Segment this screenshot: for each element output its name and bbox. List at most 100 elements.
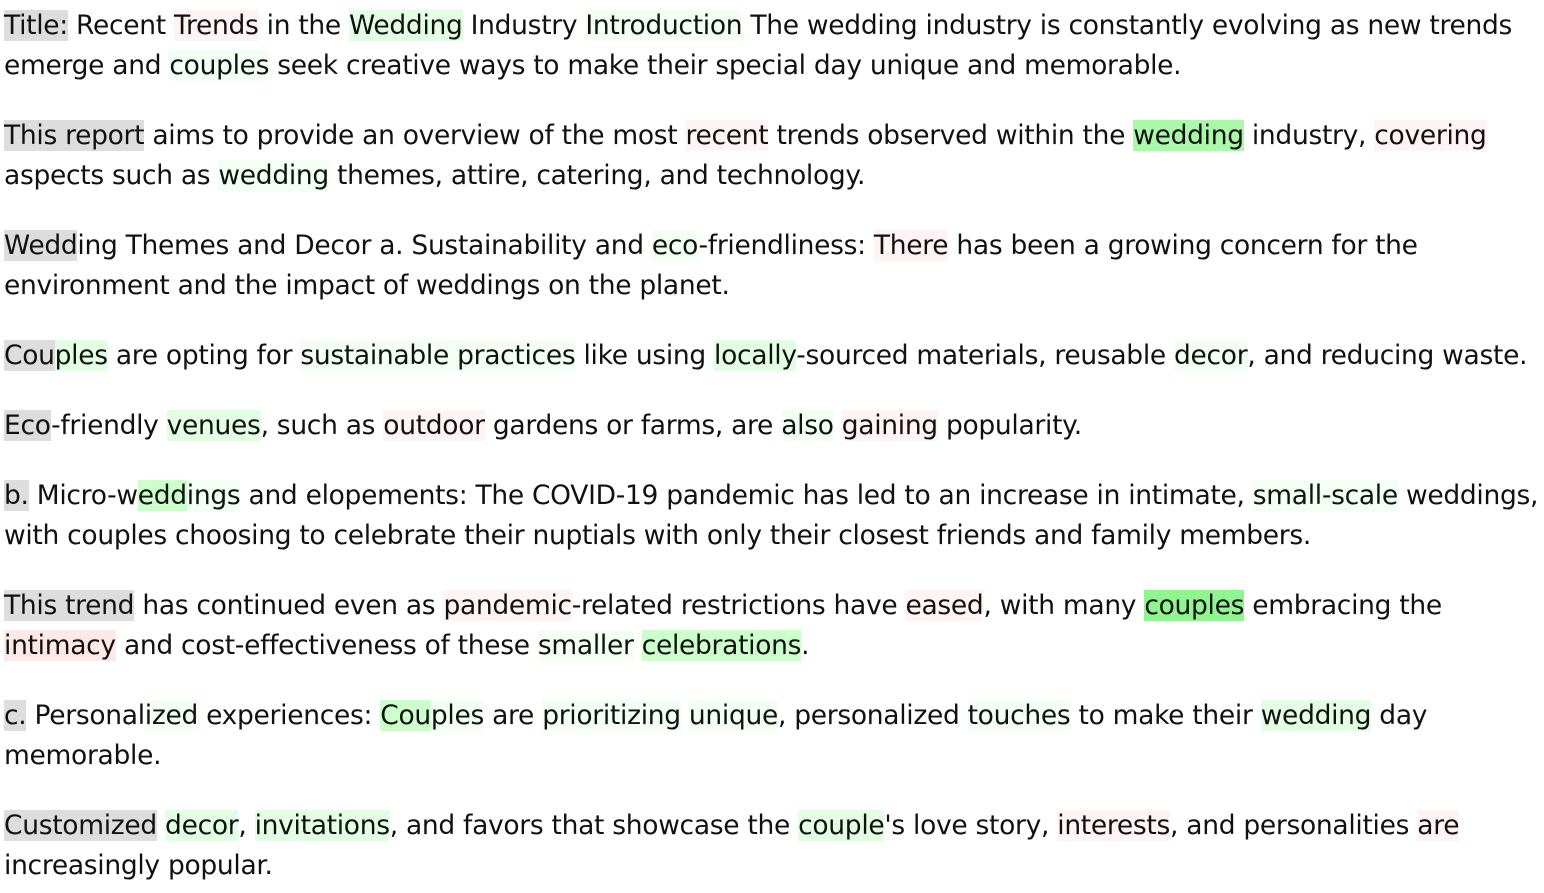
text-span: -sourced materials, reusable xyxy=(796,340,1175,371)
highlighted-token: Cou xyxy=(380,700,431,731)
text-span: popularity. xyxy=(937,410,1082,441)
text-span: . xyxy=(801,630,810,661)
highlighted-token: wedding xyxy=(218,160,329,191)
text-span: like using xyxy=(575,340,715,371)
highlighted-token: unique xyxy=(688,700,778,731)
highlighted-token: Trends xyxy=(173,10,259,41)
highlighted-token: are xyxy=(1417,810,1460,841)
paragraph: This report aims to provide an overview … xyxy=(4,116,1540,196)
highlighted-token: decor xyxy=(165,810,239,841)
text-span xyxy=(834,410,842,441)
paragraph: c. Personalized experiences: Couples are… xyxy=(4,696,1540,776)
text-span: increasingly popular. xyxy=(4,850,273,881)
text-span: day memorable. xyxy=(4,700,1428,771)
text-span: -friendly xyxy=(51,410,167,441)
text-span: themes, attire, catering, and technology… xyxy=(328,160,866,191)
text-span: Recent xyxy=(67,10,174,41)
text-span: ing Themes and Decor a. Sustainability a… xyxy=(77,230,652,261)
text-span: to make their xyxy=(1070,700,1261,731)
highlighted-token: Introduction xyxy=(585,10,743,41)
highlighted-token: couples xyxy=(169,50,270,81)
highlighted-token: covering xyxy=(1374,120,1487,151)
paragraph: b. Micro-weddings and elopements: The CO… xyxy=(4,476,1540,556)
text-span: , and reducing waste. xyxy=(1247,340,1528,371)
highlighted-token: small-scale xyxy=(1252,480,1398,511)
highlighted-token: touches xyxy=(967,700,1071,731)
text-span: has been a growing concern for the envir… xyxy=(4,230,1418,301)
paragraph: Title: Recent Trends in the Wedding Indu… xyxy=(4,6,1540,86)
highlighted-token: Cou xyxy=(4,340,55,371)
highlighted-token: wedding xyxy=(1133,120,1244,151)
text-span: industry, xyxy=(1243,120,1375,151)
text-span: , and personalities xyxy=(1170,810,1418,841)
highlighted-token: venues xyxy=(166,410,261,441)
paragraph: Couples are opting for sustainable pract… xyxy=(4,336,1540,376)
text-span: aspects such as xyxy=(4,160,219,191)
highlighted-token: celebrations xyxy=(641,630,802,661)
highlighted-token: c. xyxy=(4,700,27,731)
text-span: -related restrictions have xyxy=(571,590,906,621)
text-span: embracing the xyxy=(1244,590,1442,621)
paragraph: Wedding Themes and Decor a. Sustainabili… xyxy=(4,226,1540,306)
highlighted-token: Customized xyxy=(4,810,157,841)
text-span: , and favors that showcase the xyxy=(389,810,799,841)
text-span: trends observed within the xyxy=(768,120,1134,151)
highlighted-token: prioritizing xyxy=(542,700,681,731)
highlighted-token: outdoor xyxy=(383,410,485,441)
text-span xyxy=(157,810,165,841)
highlighted-token: Wedding xyxy=(349,10,463,41)
text-span: weddings, with couples choosing to celeb… xyxy=(4,480,1539,551)
text-span: are xyxy=(483,700,543,731)
highlighted-token: recent xyxy=(685,120,769,151)
highlighted-token: ized xyxy=(144,700,198,731)
highlighted-token: couple xyxy=(798,810,885,841)
highlighted-token: eco xyxy=(651,230,699,261)
text-span xyxy=(681,700,689,731)
text-span: has continued even as xyxy=(134,590,444,621)
highlighted-token: smaller xyxy=(537,630,634,661)
highlighted-token: locally xyxy=(714,340,797,371)
highlighted-token: pandemic xyxy=(443,590,572,621)
paragraph: Eco-friendly venues, such as outdoor gar… xyxy=(4,406,1540,446)
text-span xyxy=(634,630,642,661)
highlighted-token: Title: xyxy=(4,10,68,41)
text-span: , with many xyxy=(983,590,1145,621)
text-span: seek creative ways to make their special… xyxy=(269,50,1182,81)
text-span: Micro-w xyxy=(28,480,138,511)
highlighted-token: gaining xyxy=(841,410,938,441)
highlighted-token: ples xyxy=(54,340,108,371)
text-span: are opting for xyxy=(107,340,301,371)
text-span: gardens or farms, are xyxy=(484,410,782,441)
highlighted-token: Eco xyxy=(4,410,52,441)
text-span: , such as xyxy=(260,410,384,441)
highlighted-token: intimacy xyxy=(4,630,116,661)
highlighted-token: couples xyxy=(1144,590,1245,621)
text-span: 's love story, xyxy=(884,810,1058,841)
text-span: , xyxy=(238,810,255,841)
text-span: in the xyxy=(258,10,350,41)
text-span: The wedding industry is constantly evolv… xyxy=(4,10,1513,81)
highlighted-token: This report xyxy=(4,120,145,151)
highlighted-token: b. xyxy=(4,480,29,511)
highlighted-token: wedding xyxy=(1260,700,1372,731)
paragraph: Customized decor, invitations, and favor… xyxy=(4,806,1540,886)
text-span: aims to provide an overview of the most xyxy=(144,120,686,151)
text-span: and elopements: The COVID-19 pandemic ha… xyxy=(240,480,1253,511)
highlighted-token: decor xyxy=(1174,340,1248,371)
paragraph: This trend has continued even as pandemi… xyxy=(4,586,1540,666)
text-span: experiences: xyxy=(197,700,381,731)
highlighted-token: eased xyxy=(905,590,984,621)
highlighted-token: This trend xyxy=(4,590,135,621)
highlighted-token: interests xyxy=(1057,810,1171,841)
text-span: , personalized xyxy=(777,700,968,731)
highlighted-token: ings xyxy=(186,480,241,511)
text-span: Personal xyxy=(26,700,146,731)
highlighted-token: ples xyxy=(430,700,484,731)
highlighted-token: invitations xyxy=(254,810,390,841)
highlighted-token: sustainable practices xyxy=(300,340,576,371)
highlighted-token: Wedd xyxy=(4,230,78,261)
text-span: Industry xyxy=(462,10,586,41)
highlighted-token: also xyxy=(781,410,834,441)
highlighted-token: edd xyxy=(137,480,187,511)
